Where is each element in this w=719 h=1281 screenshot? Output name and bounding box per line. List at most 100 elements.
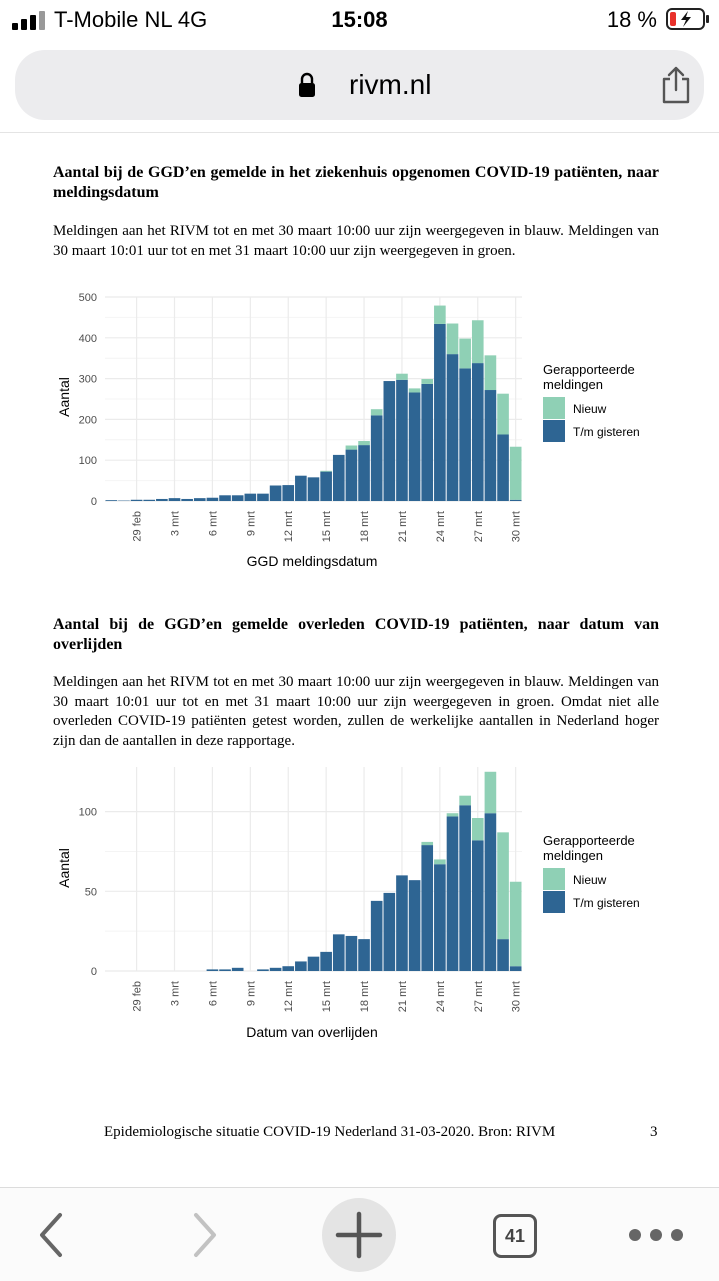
chart2-bar-nieuw bbox=[510, 882, 522, 966]
chart1-bar-tm-gisteren bbox=[472, 363, 484, 501]
chart2-xtick-label: 18 mrt bbox=[359, 981, 371, 1012]
chart2-bar-tm-gisteren bbox=[396, 875, 408, 971]
chart2-xtick-label: 21 mrt bbox=[397, 981, 409, 1012]
toolbar-divider bbox=[0, 132, 719, 133]
chart2-bar-tm-gisteren bbox=[459, 805, 471, 971]
chart1-ytick-label: 300 bbox=[79, 374, 97, 386]
chart2-bar-nieuw bbox=[434, 859, 446, 864]
chart2-bar-nieuw bbox=[459, 796, 471, 806]
chart1-bar-tm-gisteren bbox=[485, 390, 497, 501]
chart1-bar-tm-gisteren bbox=[421, 384, 433, 501]
chart1-bar-tm-gisteren bbox=[371, 415, 383, 501]
chart2-legend-label-gisteren: T/m gisteren bbox=[573, 896, 640, 910]
chart2-xtick-label: 9 mrt bbox=[245, 981, 257, 1006]
chart1-legend-label-nieuw: Nieuw bbox=[573, 402, 607, 416]
chart2-bar-tm-gisteren bbox=[207, 969, 219, 971]
chart2-bar-tm-gisteren bbox=[333, 934, 345, 971]
chart1-xlabel: GGD meldingsdatum bbox=[247, 553, 378, 569]
page-number: 3 bbox=[650, 1124, 658, 1141]
chart1-bar-nieuw bbox=[396, 374, 408, 380]
chart1-bar-nieuw bbox=[459, 339, 471, 369]
chart2-bar-nieuw bbox=[447, 813, 459, 816]
chart2-ytick-label: 0 bbox=[91, 966, 97, 978]
chart2-bar-tm-gisteren bbox=[497, 939, 509, 971]
chart2-legend-title-1: Gerapporteerde bbox=[543, 833, 635, 848]
section2-heading: Aantal bij de GGD’en gemelde overleden C… bbox=[53, 615, 659, 655]
more-icon[interactable] bbox=[628, 1228, 684, 1242]
chart1-bar-nieuw bbox=[346, 446, 358, 450]
chart2-legend-title-2: meldingen bbox=[543, 848, 603, 863]
chart1-bar-nieuw bbox=[485, 355, 497, 390]
chart1-bar-tm-gisteren bbox=[270, 485, 282, 501]
chart1-bar-tm-gisteren bbox=[245, 494, 257, 501]
forward-icon[interactable] bbox=[190, 1212, 220, 1258]
chart2-bar-nieuw bbox=[421, 842, 433, 845]
share-icon[interactable] bbox=[658, 65, 694, 105]
chart1-bar-tm-gisteren bbox=[497, 434, 509, 501]
chart2-bar-tm-gisteren bbox=[232, 968, 244, 971]
chart1-bar-nieuw bbox=[409, 388, 421, 392]
chart1-bar-tm-gisteren bbox=[181, 499, 193, 501]
chart1-ytick-label: 200 bbox=[79, 414, 97, 426]
chart2-bar-tm-gisteren bbox=[384, 893, 396, 971]
chart2-xtick-label: 12 mrt bbox=[283, 981, 295, 1012]
back-icon[interactable] bbox=[36, 1212, 66, 1258]
chart1-xtick-label: 18 mrt bbox=[359, 511, 371, 542]
chart2-bar-tm-gisteren bbox=[409, 880, 421, 971]
chart1-bar-tm-gisteren bbox=[257, 494, 269, 501]
new-tab-button[interactable] bbox=[322, 1198, 396, 1272]
chart2-bar-tm-gisteren bbox=[421, 845, 433, 971]
chart2-bar-tm-gisteren bbox=[485, 813, 497, 971]
url-text[interactable]: rivm.nl bbox=[349, 69, 431, 101]
chart1-bar-nieuw bbox=[320, 471, 332, 472]
chart1-bar-tm-gisteren bbox=[219, 495, 231, 501]
browser-toolbar: 41 bbox=[0, 1187, 719, 1281]
chart2-bar-tm-gisteren bbox=[219, 969, 231, 971]
tabs-icon[interactable]: 41 bbox=[493, 1214, 537, 1258]
chart1-bar-tm-gisteren bbox=[131, 500, 143, 501]
chart1-bar-tm-gisteren bbox=[447, 354, 459, 501]
chart2-bar-nieuw bbox=[485, 772, 497, 813]
page-footer: Epidemiologische situatie COVID-19 Neder… bbox=[104, 1124, 555, 1141]
chart1-bar-tm-gisteren bbox=[106, 500, 118, 501]
chart1-bar-nieuw bbox=[421, 379, 433, 384]
chart2-xtick-label: 29 feb bbox=[132, 981, 144, 1012]
chart2-xtick-label: 6 mrt bbox=[207, 981, 219, 1006]
chart1-xtick-label: 15 mrt bbox=[321, 511, 333, 542]
chart2-xtick-label: 27 mrt bbox=[473, 981, 485, 1012]
chart1-bar-tm-gisteren bbox=[346, 450, 358, 501]
chart1-bar-tm-gisteren bbox=[396, 380, 408, 501]
chart1-bar-tm-gisteren bbox=[143, 500, 155, 501]
chart1-xtick-label: 30 mrt bbox=[511, 511, 523, 542]
chart2-bar-tm-gisteren bbox=[434, 864, 446, 971]
chart1-xtick-label: 29 feb bbox=[132, 511, 144, 542]
chart1-bar-tm-gisteren bbox=[320, 472, 332, 501]
address-bar[interactable]: rivm.nl bbox=[15, 50, 704, 120]
chart1-ytick-label: 0 bbox=[91, 496, 97, 508]
chart2-bar-tm-gisteren bbox=[447, 816, 459, 971]
chart1-bar-tm-gisteren bbox=[207, 498, 219, 501]
chart1-ytick-label: 400 bbox=[79, 333, 97, 345]
battery-icon bbox=[666, 8, 710, 30]
chart1-xtick-label: 24 mrt bbox=[435, 511, 447, 542]
section1-paragraph: Meldingen aan het RIVM tot en met 30 maa… bbox=[53, 222, 659, 261]
chart2-bar-tm-gisteren bbox=[510, 966, 522, 971]
chart2-xtick-label: 30 mrt bbox=[511, 981, 523, 1012]
chart1-ylabel: Aantal bbox=[56, 377, 72, 417]
chart2-ytick-label: 50 bbox=[85, 886, 97, 898]
chart1-legend-label-gisteren: T/m gisteren bbox=[573, 425, 640, 439]
section2-paragraph: Meldingen aan het RIVM tot en met 30 maa… bbox=[53, 673, 659, 751]
chart2-bar-nieuw bbox=[497, 832, 509, 939]
lock-icon bbox=[298, 72, 316, 98]
chart2-legend-swatch-nieuw bbox=[543, 868, 565, 890]
chart1-bar-tm-gisteren bbox=[194, 498, 206, 501]
chart1-bar-tm-gisteren bbox=[459, 368, 471, 501]
chart2-xtick-label: 15 mrt bbox=[321, 981, 333, 1012]
chart1-bar-nieuw bbox=[510, 447, 522, 500]
chart1-xtick-label: 27 mrt bbox=[473, 511, 485, 542]
chart2-ytick-label: 100 bbox=[79, 807, 97, 819]
battery-percentage: 18 % bbox=[607, 7, 657, 33]
